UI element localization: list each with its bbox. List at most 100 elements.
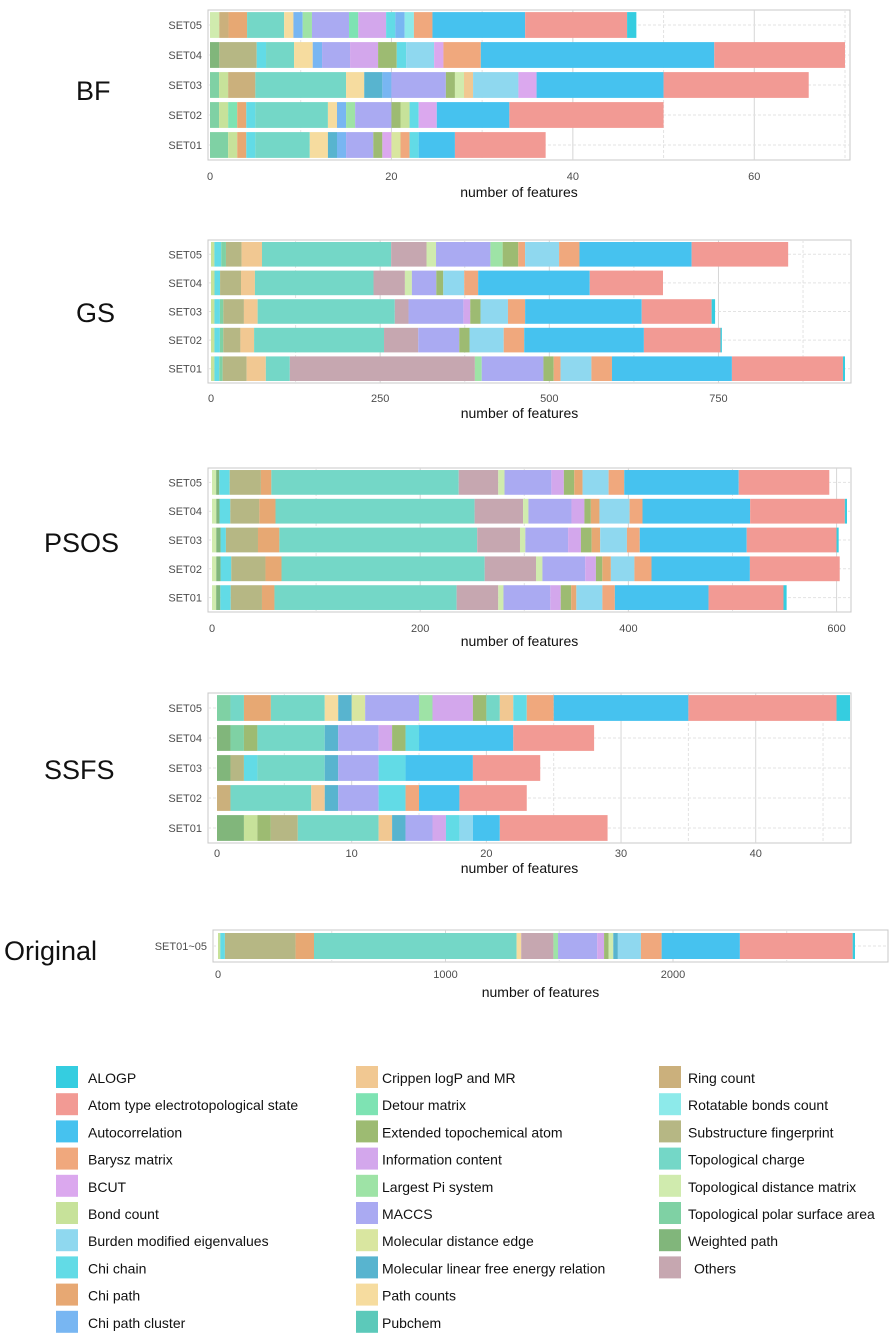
bar-segment-autocorrelation — [419, 725, 514, 751]
x-tick-label: 30 — [615, 848, 627, 860]
bar-segment-chi-chain — [243, 755, 258, 781]
bar-segment-atom-type-electrotopological-state — [749, 556, 840, 582]
legend-item-chi-chain: Chi chain — [56, 1256, 146, 1279]
bar-segment-information-content — [432, 695, 473, 721]
legend-item-crippen-logp-and-mr: Crippen logP and MR — [356, 1066, 516, 1088]
bar-segment-extended-topochemical-atom — [373, 132, 383, 158]
bar-segment-chi-chain — [214, 270, 221, 296]
bar-segment-atom-type-electrotopological-state — [589, 270, 663, 296]
bar-segment-chi-path — [591, 527, 601, 553]
bar-segment-topological-charge — [270, 695, 325, 721]
x-tick-label: 0 — [209, 623, 215, 635]
bar-set01: SET01 — [168, 356, 851, 381]
bar-segment-autocorrelation — [553, 695, 689, 721]
bar-segment-information-content — [432, 815, 446, 841]
bar-segment-chi-chain — [409, 132, 419, 158]
legend-item-maccs: MACCS — [356, 1202, 433, 1224]
legend-label: Chi chain — [88, 1260, 146, 1276]
category-label: SET01 — [168, 593, 202, 605]
bar-segment-chi-path — [237, 132, 247, 158]
bar-segment-atom-type-electrotopological-state — [499, 815, 608, 841]
bar-segment-topological-distance-matrix — [404, 270, 412, 296]
bar-segment-alogp — [720, 327, 722, 353]
bar-segment-autocorrelation — [432, 12, 526, 38]
bar-segment-atom-type-electrotopological-state — [750, 498, 845, 524]
bar-segment-barysz-matrix — [602, 585, 615, 610]
bar-segment-substructure-fingerprint — [230, 755, 244, 781]
bar-segment-others — [458, 470, 499, 495]
bar-segment-substructure-fingerprint — [230, 585, 262, 610]
bar-segment-barysz-matrix — [559, 242, 580, 267]
bar-segment-bond-count — [211, 356, 215, 381]
bar-segment-topological-polar-surface-area — [217, 695, 231, 721]
legend-swatch — [356, 1229, 378, 1252]
bar-segment-topological-distance-matrix — [212, 527, 217, 553]
bar-segment-autocorrelation — [419, 785, 460, 811]
bar-segment-topological-charge — [247, 12, 285, 38]
bar-segment-burden-modified-eigenvalues — [610, 556, 635, 582]
legend-item-largest-pi-system: Largest Pi system — [356, 1174, 493, 1197]
bar-segment-bond-count — [211, 299, 215, 324]
bar-segment-autocorrelation — [536, 72, 664, 98]
legend-swatch — [659, 1093, 681, 1116]
bar-segment-atom-type-electrotopological-state — [472, 755, 541, 781]
bar-segment-chi-chain — [378, 785, 406, 811]
legend-swatch — [356, 1202, 378, 1224]
bar-segment-substructure-fingerprint — [222, 356, 247, 381]
legend-swatch — [56, 1229, 78, 1252]
bar-segment-molecular-distance-edge — [351, 695, 366, 721]
bar-segment-crippen-logp-and-mr — [240, 270, 255, 296]
bar-segment-topological-polar-surface-area — [219, 299, 224, 324]
legend-item-molecular-linear-free-energy-relation: Molecular linear free energy relation — [356, 1256, 605, 1279]
bar-segment-chi-chain — [220, 556, 232, 582]
bar-segment-bond-count — [228, 132, 238, 158]
legend-swatch — [356, 1283, 378, 1306]
bar-segment-chi-path — [259, 498, 276, 524]
bar-segment-barysz-matrix — [503, 327, 525, 353]
bar-segment-chi-path-cluster — [312, 42, 323, 68]
bar-segment-extended-topochemical-atom — [543, 356, 554, 381]
bar-segment-information-content — [571, 498, 585, 524]
bar-segment-topological-polar-surface-area — [230, 725, 244, 751]
bar-segment-topological-charge — [266, 42, 295, 68]
legend-swatch — [356, 1174, 378, 1197]
bar-segment-atom-type-electrotopological-state — [708, 585, 784, 610]
bar-segment-autocorrelation — [611, 356, 732, 381]
bar-segment-autocorrelation — [639, 527, 747, 553]
bar-segment-autocorrelation — [661, 933, 740, 959]
bar-segment-alogp — [844, 498, 847, 524]
bar-segment-maccs — [481, 356, 544, 381]
bar-segment-extended-topochemical-atom — [580, 527, 592, 553]
bar-segment-chi-path-cluster — [382, 72, 392, 98]
legend-item-weighted-path: Weighted path — [659, 1229, 778, 1252]
bar-segment-detour-matrix — [349, 12, 359, 38]
bar-segment-topological-distance-matrix — [212, 470, 217, 495]
legend-item-topological-distance-matrix: Topological distance matrix — [659, 1174, 856, 1197]
bar-segment-crippen-logp-and-mr — [241, 242, 262, 267]
category-label: SET04 — [168, 278, 202, 290]
bar-segment-atom-type-electrotopological-state — [663, 72, 809, 98]
bar-segment-weighted-path — [217, 725, 231, 751]
bar-segment-substructure-fingerprint — [223, 299, 244, 324]
bar-segment-others — [373, 270, 405, 296]
bar-segment-extended-topochemical-atom — [436, 270, 444, 296]
bar-segment-barysz-matrix — [464, 270, 479, 296]
legend-swatch — [356, 1147, 378, 1170]
bar-segment-autocorrelation — [614, 585, 709, 610]
bar-segment-molecular-linear-free-energy-relation — [327, 132, 337, 158]
bar-segment-autocorrelation — [478, 270, 590, 296]
bar-set01: SET01 — [168, 585, 851, 610]
bar-segment-information-content — [358, 12, 387, 38]
bar-segment-burden-modified-eigenvalues — [480, 299, 508, 324]
bar-segment-barysz-matrix — [526, 695, 554, 721]
legend-item-bcut: BCUT — [56, 1174, 127, 1197]
bar-segment-others — [394, 299, 409, 324]
bar-segment-information-content — [550, 585, 561, 610]
x-tick-label: 400 — [619, 623, 637, 635]
bar-segment-topological-charge — [254, 327, 385, 353]
bar-segment-substructure-fingerprint — [219, 42, 257, 68]
bar-segment-autocorrelation — [524, 327, 644, 353]
legend-label: Information content — [382, 1152, 502, 1168]
bar-segment-path-counts — [284, 12, 294, 38]
bar-segment-molecular-linear-free-energy-relation — [613, 933, 618, 959]
